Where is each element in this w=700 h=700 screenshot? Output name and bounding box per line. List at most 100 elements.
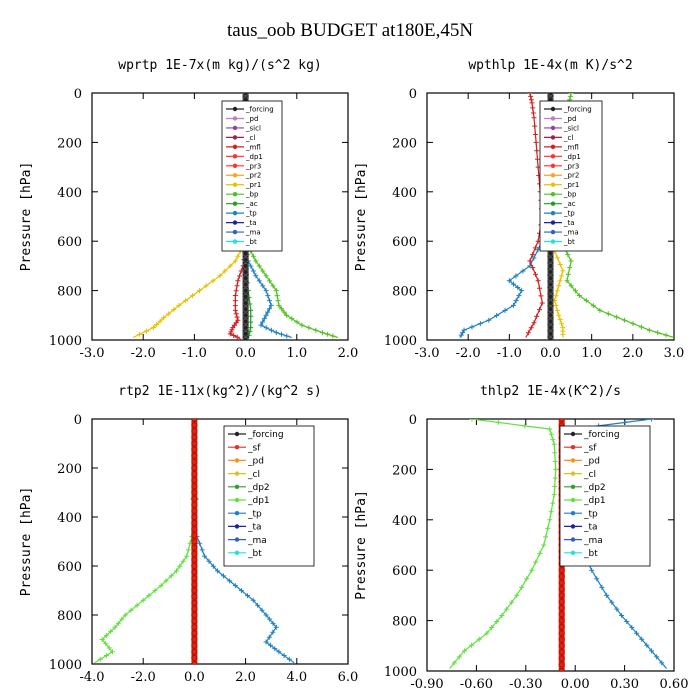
legend-box (539, 100, 603, 252)
series-marker (191, 477, 198, 484)
series-marker (197, 540, 203, 546)
panel-title: thlp2 1E-4x(K^2)/s (480, 384, 621, 399)
series-marker (237, 273, 243, 279)
series-line (94, 419, 195, 664)
series-marker (605, 311, 611, 317)
legend-box (223, 425, 315, 567)
series-marker (163, 578, 169, 584)
y-tick-label: 800 (57, 609, 82, 624)
series-marker (242, 287, 249, 294)
series-marker (217, 273, 223, 279)
series-marker (234, 334, 240, 340)
series-marker (547, 299, 554, 307)
series-marker (614, 314, 620, 320)
series-marker (232, 298, 238, 304)
legend-entry: _sicl (563, 124, 579, 132)
x-tick-label: -2.0 (456, 346, 481, 361)
series-marker (654, 654, 660, 660)
series-marker (558, 636, 565, 643)
legend-entry: _pd (583, 457, 600, 467)
legend-entry: _ma (245, 229, 261, 237)
series-marker (534, 313, 540, 319)
series-marker (547, 287, 554, 294)
y-tick-label: 600 (392, 235, 417, 250)
chart-panel-3: rtp2 1E-11x(kg^2)/(kg^2 s) Pressure [hPa]… (19, 384, 358, 685)
series-marker (469, 324, 475, 330)
legend-marker (232, 220, 238, 225)
series-marker (528, 97, 534, 103)
legend-marker (570, 431, 576, 437)
series-marker (330, 333, 336, 339)
series-marker (191, 520, 198, 527)
series-marker (260, 283, 266, 289)
series-marker (520, 268, 526, 274)
series-marker (191, 636, 198, 643)
series-marker (191, 569, 198, 576)
series-marker (589, 567, 595, 573)
legend-marker (570, 497, 576, 503)
legend-box (559, 425, 651, 567)
legend-entry: _dp2 (583, 483, 606, 493)
legend-marker (550, 154, 556, 159)
series-marker (263, 612, 269, 618)
legend-entry: _ma (583, 536, 603, 546)
panel-title: wprtp 1E-7x(m kg)/(s^2 kg) (118, 58, 322, 73)
legend-entry: _ac (245, 200, 258, 208)
series-marker (461, 648, 467, 654)
series-marker (528, 93, 534, 99)
legend-marker (232, 173, 238, 178)
x-tick-label: -0.90 (410, 677, 443, 692)
series-marker (524, 576, 530, 582)
series-marker (137, 331, 143, 337)
legend-entry: _forcing (583, 430, 620, 440)
series-marker (242, 336, 249, 340)
series-marker (191, 611, 198, 619)
y-tick-label: 0 (74, 413, 82, 428)
legend-marker (570, 445, 576, 450)
series-marker (299, 322, 305, 328)
legend-entry: _tp (245, 210, 257, 218)
series-marker (456, 654, 462, 660)
series-marker (286, 656, 292, 662)
legend-marker (234, 537, 240, 542)
legend-entry: _sicl (245, 124, 261, 132)
legend-entry: _cl (247, 470, 260, 480)
series-marker (275, 298, 281, 304)
series-marker (529, 100, 535, 106)
x-tick-label: -1.0 (497, 346, 522, 361)
series-marker (276, 302, 282, 308)
legend-entry: _pr3 (563, 162, 579, 170)
plot-frame (91, 92, 349, 341)
series-marker (604, 592, 610, 598)
series-marker (191, 538, 198, 545)
series-marker (594, 576, 600, 582)
plot-frame (91, 418, 349, 665)
series-marker (557, 316, 563, 322)
series-marker (99, 637, 105, 642)
series-marker (278, 306, 284, 312)
x-tick-label: 4.0 (286, 670, 307, 685)
series-marker (543, 534, 549, 540)
legend-marker (550, 125, 556, 131)
series-marker (191, 544, 198, 551)
series-marker (515, 284, 521, 290)
y-tick-label: 400 (392, 514, 417, 529)
series-marker (276, 649, 282, 655)
series-marker (260, 319, 266, 325)
series-marker (242, 318, 249, 325)
series-marker (242, 262, 249, 269)
series-marker (248, 325, 254, 331)
plot-frame (426, 418, 675, 672)
series-marker (313, 327, 319, 333)
series-marker (528, 325, 534, 331)
legend-entry: _bt (563, 238, 575, 246)
series-marker (530, 252, 536, 258)
series-marker (558, 617, 565, 624)
legend-marker (232, 154, 238, 159)
y-tick-label: 800 (392, 285, 417, 300)
x-tick-label: -2.0 (131, 670, 156, 685)
series-marker (554, 255, 560, 261)
series-marker (506, 278, 512, 284)
x-tick-label: -3.0 (79, 346, 104, 361)
series-marker (191, 446, 198, 453)
